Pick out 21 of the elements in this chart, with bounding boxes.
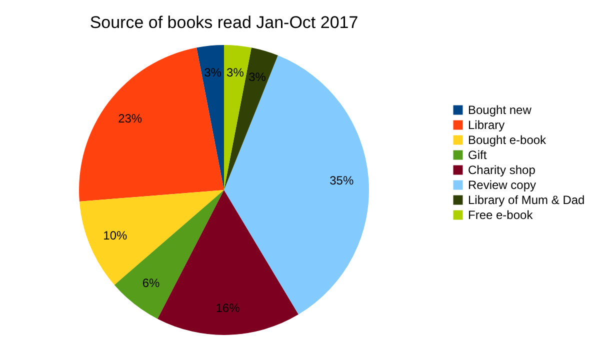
pie-slice (79, 48, 224, 202)
pie-slice (158, 190, 298, 335)
legend-label: Gift (468, 148, 488, 162)
legend-label: Bought e-book (468, 133, 548, 147)
pie-slice (224, 48, 278, 190)
data-label: 6% (142, 276, 160, 290)
data-label: 3% (226, 66, 244, 80)
data-label: 3% (204, 66, 222, 80)
data-label: 16% (216, 300, 240, 315)
legend-label: Free e-book (468, 208, 534, 222)
legend-label: Bought new (468, 103, 532, 117)
legend-label: Review copy (468, 178, 536, 192)
data-label: 35% (330, 174, 354, 188)
legend-label: Charity shop (468, 163, 536, 177)
pie-slice (196, 45, 224, 190)
legend-label: Library (468, 118, 505, 132)
data-label: 23% (118, 112, 142, 126)
data-label: 3% (248, 70, 266, 84)
data-label: 10% (103, 228, 128, 243)
legend-label: Library of Mum & Dad (468, 193, 585, 207)
chart-title: Source of books read Jan-Oct 2017 (90, 13, 358, 32)
